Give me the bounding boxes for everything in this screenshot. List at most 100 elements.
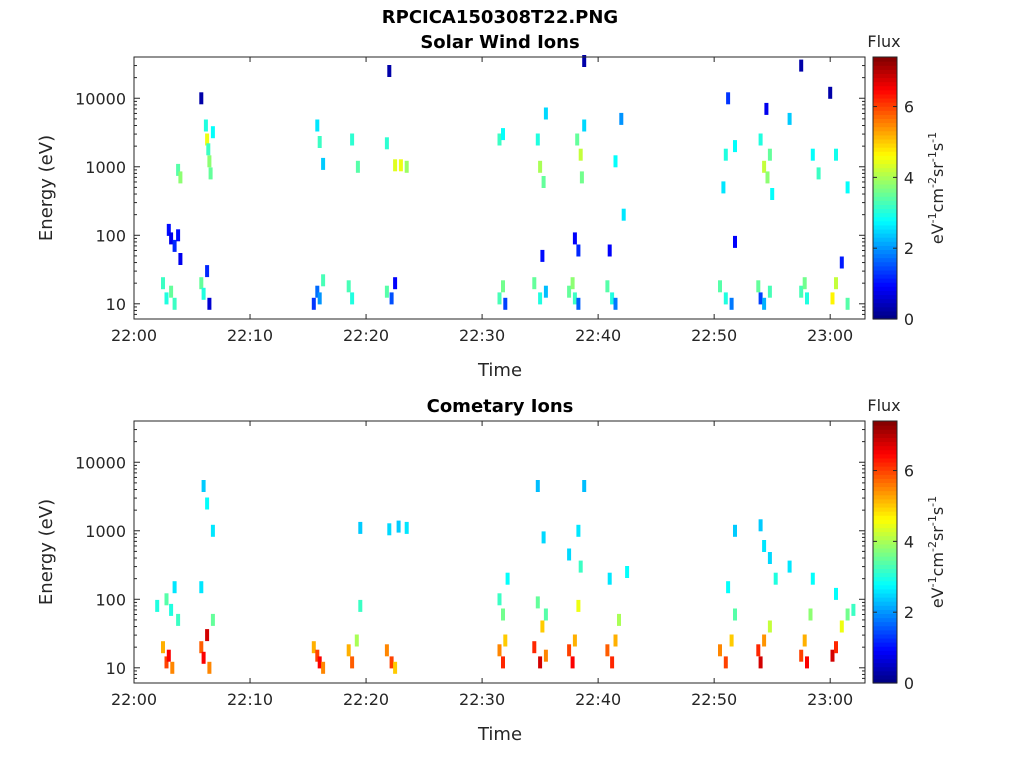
colorbar-segment — [873, 261, 897, 267]
flux-cell — [166, 223, 171, 236]
colorbar-segment — [873, 654, 897, 660]
flux-cell — [805, 656, 809, 669]
colorbar-segment — [873, 486, 897, 492]
colorbar-segment — [873, 306, 897, 312]
flux-cell — [532, 277, 537, 290]
colorbar-segment — [873, 65, 897, 70]
flux-cell — [317, 656, 322, 669]
flux-cell — [387, 523, 392, 536]
flux-cell — [161, 641, 165, 654]
colorbar-segment — [873, 478, 897, 483]
flux-cell — [201, 480, 206, 492]
flux-cell — [541, 176, 546, 188]
colorbar-segment — [873, 527, 897, 533]
flux-cell — [605, 280, 610, 293]
flux-cell — [830, 292, 835, 305]
colorbar-segment — [873, 89, 897, 95]
flux-cell — [582, 119, 587, 132]
colorbar-segment — [873, 106, 897, 111]
colorbar-tick-label: 4 — [904, 532, 914, 551]
colorbar-segment — [873, 605, 897, 610]
colorbar-segment — [873, 249, 897, 255]
colorbar-segment — [873, 678, 897, 684]
colorbar-segment — [873, 204, 897, 210]
flux-cell — [207, 297, 212, 310]
colorbar-segment — [873, 273, 897, 279]
colorbar-segment — [873, 114, 897, 119]
flux-cell — [767, 148, 772, 161]
flux-cell — [758, 292, 763, 305]
flux-cell — [178, 253, 183, 265]
flux-cell — [718, 280, 722, 293]
x-tick-label: 22:20 — [343, 690, 389, 709]
colorbar-segment — [873, 253, 897, 259]
colorbar-segment — [873, 69, 897, 74]
flux-cell — [389, 292, 394, 305]
colorbar-frame — [872, 420, 898, 684]
colorbar-segment — [873, 298, 897, 304]
colorbar-segment — [873, 93, 897, 99]
flux-cell — [729, 634, 734, 647]
colorbar-segment — [873, 233, 897, 238]
flux-cell — [572, 292, 577, 305]
flux-cell — [570, 656, 575, 669]
flux-cell — [350, 292, 355, 305]
figure-title: RPCICA150308T22.PNG — [382, 7, 618, 28]
flux-cell — [207, 661, 212, 674]
flux-cell — [576, 297, 581, 310]
flux-cell — [355, 160, 360, 173]
colorbar-segment — [873, 637, 897, 643]
colorbar-segment — [873, 502, 897, 508]
flux-cell — [576, 524, 581, 537]
y-tick-label: 100 — [95, 226, 126, 245]
flux-cell — [321, 661, 326, 674]
colorbar-segment — [873, 670, 897, 676]
flux-cell — [404, 160, 409, 173]
colorbar-segment — [873, 179, 897, 185]
flux-cell — [346, 280, 351, 293]
colorbar-segment — [873, 494, 897, 500]
flux-cell — [161, 277, 165, 290]
flux-cell — [572, 232, 577, 245]
colorbar-segment — [873, 498, 897, 504]
x-tick-label: 22:10 — [227, 690, 273, 709]
flux-cell — [199, 92, 204, 105]
colorbar-segment — [873, 523, 897, 529]
flux-cell — [208, 167, 213, 180]
colorbar-segment — [873, 482, 897, 488]
flux-cell — [828, 86, 833, 99]
flux-cell — [839, 620, 844, 633]
flux-cell — [497, 133, 502, 146]
colorbar-segment — [873, 449, 897, 455]
flux-cell — [733, 608, 737, 621]
flux-cell — [834, 587, 838, 600]
x-tick-label: 22:10 — [227, 326, 273, 345]
flux-cell — [567, 285, 572, 298]
colorbar-segment — [873, 282, 897, 287]
colorbar-segment — [873, 572, 897, 578]
colorbar-segment — [873, 73, 897, 79]
y-tick-label: 1000 — [85, 522, 126, 541]
x-tick-label: 22:00 — [111, 690, 157, 709]
flux-cell — [767, 285, 772, 298]
flux-cell — [576, 599, 581, 612]
colorbar-tick-label: 2 — [904, 239, 914, 258]
flux-cell — [321, 274, 326, 287]
colorbar-segment — [873, 625, 897, 631]
flux-cell — [765, 171, 770, 184]
flux-cell — [613, 634, 618, 647]
flux-cell — [532, 641, 537, 654]
colorbar-segment — [873, 568, 897, 574]
colorbar-segment — [873, 457, 897, 463]
flux-cell — [543, 608, 548, 621]
colorbar-segment — [873, 437, 897, 443]
colorbar-segment — [873, 441, 897, 447]
x-axis-label: Time — [477, 724, 522, 745]
flux-cell — [756, 280, 761, 293]
flux-cell — [810, 572, 815, 585]
flux-cell — [541, 531, 546, 544]
colorbar-segment — [873, 147, 897, 152]
flux-cell — [619, 112, 624, 125]
colorbar-segment — [873, 453, 897, 459]
